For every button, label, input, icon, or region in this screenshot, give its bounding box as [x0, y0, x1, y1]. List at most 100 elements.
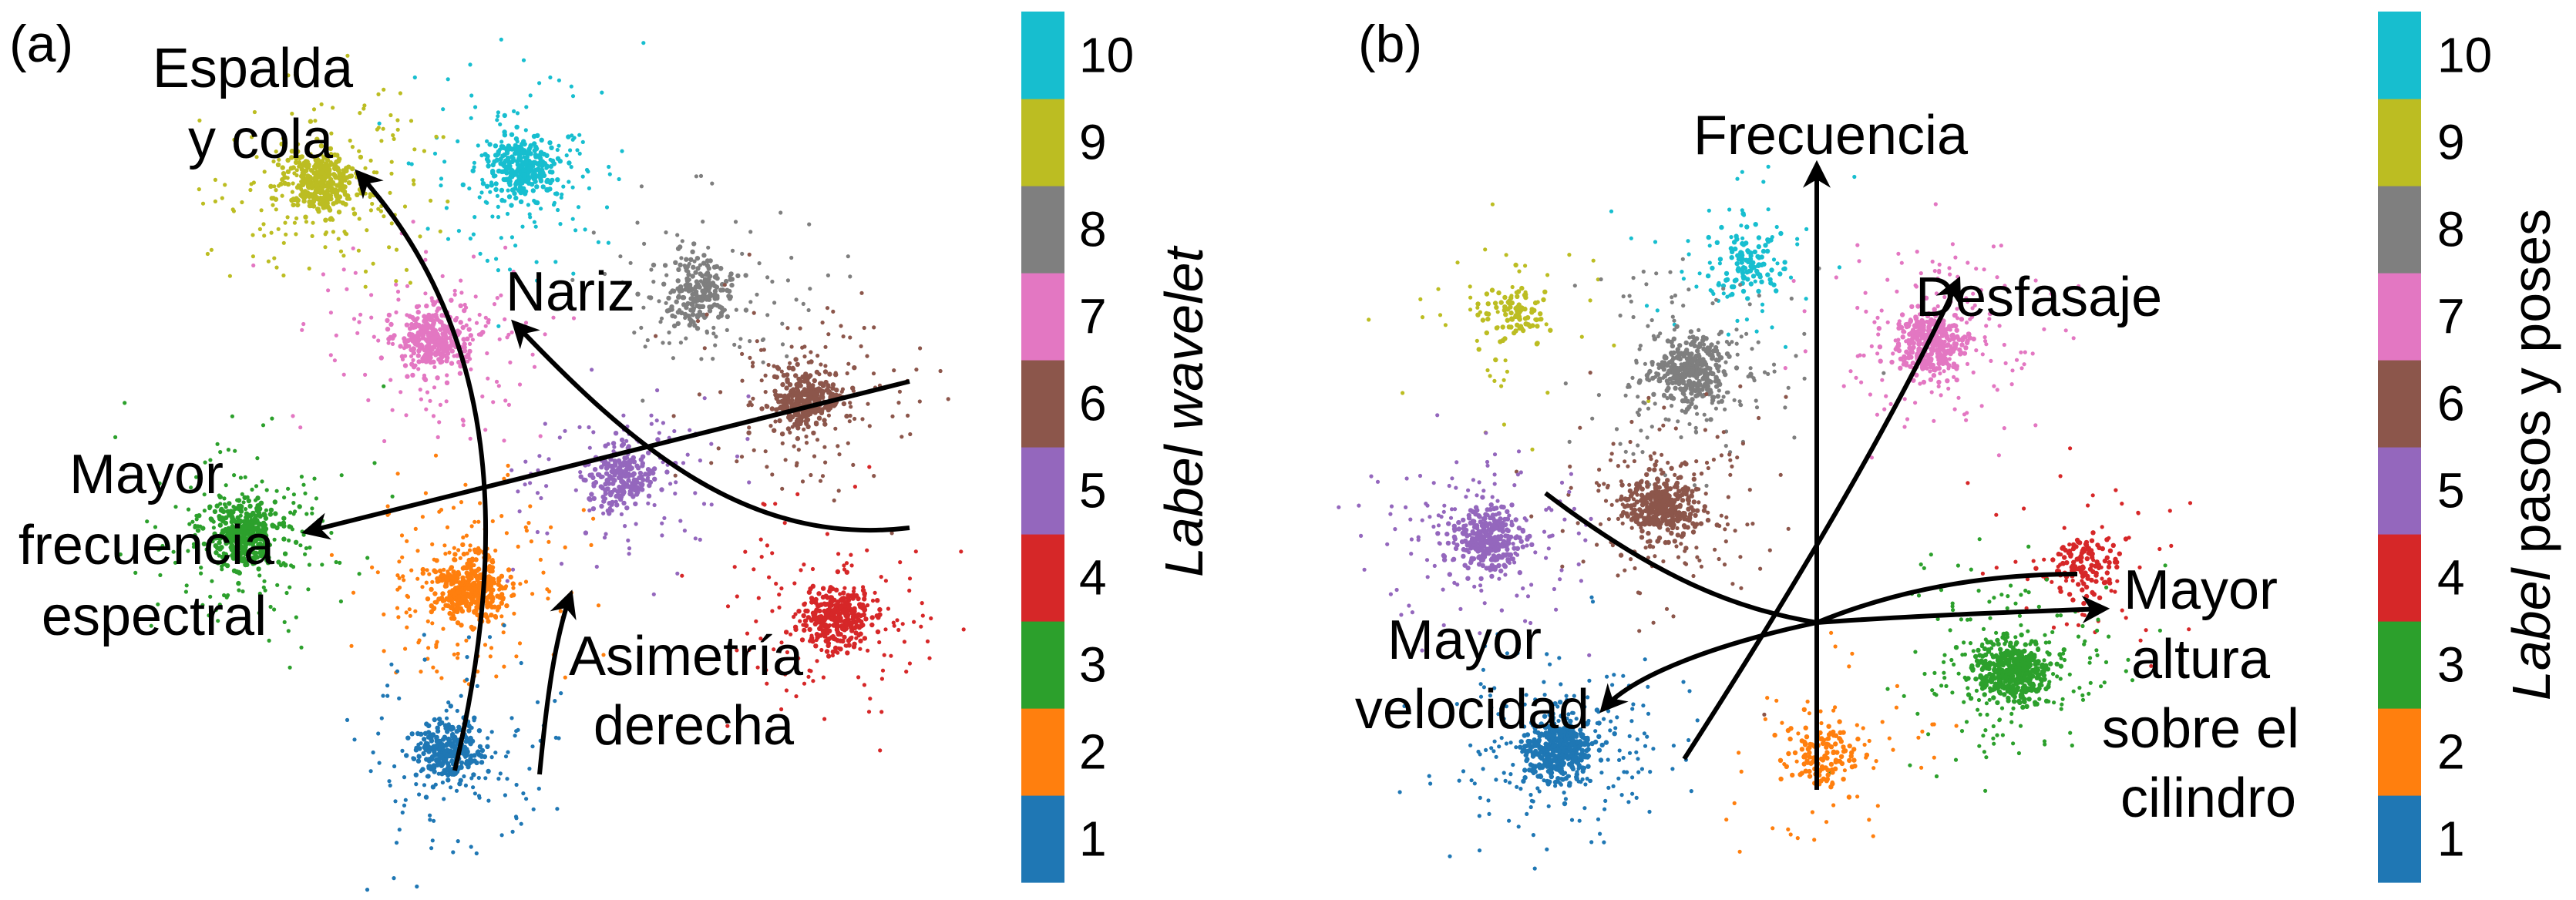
- scatter-point: [377, 761, 382, 765]
- scatter-point: [494, 257, 499, 261]
- scatter-point: [422, 333, 426, 338]
- scatter-point: [240, 200, 244, 205]
- scatter-point: [639, 325, 644, 330]
- scatter-point: [1544, 322, 1549, 327]
- scatter-point: [1721, 287, 1726, 291]
- scatter-point: [411, 358, 415, 362]
- scatter-point: [389, 221, 394, 226]
- scatter-point: [335, 200, 339, 205]
- scatter-point: [557, 143, 561, 148]
- scatter-point: [859, 344, 863, 348]
- scatter-point: [820, 321, 825, 325]
- scatter-point: [577, 425, 582, 430]
- scatter-point: [587, 425, 591, 430]
- scatter-point: [722, 307, 728, 312]
- scatter-point: [533, 153, 539, 158]
- scatter-point: [422, 149, 427, 153]
- scatter-point: [262, 233, 267, 238]
- scatter-point: [402, 339, 408, 344]
- scatter-point: [641, 305, 646, 310]
- scatter-point: [515, 139, 520, 144]
- scatter-point: [1723, 407, 1727, 411]
- scatter-point: [667, 330, 671, 335]
- scatter-point: [471, 599, 477, 604]
- scatter-point: [412, 324, 418, 330]
- scatter-point: [446, 700, 451, 705]
- scatter-point: [331, 201, 336, 207]
- scatter-point: [1683, 374, 1687, 379]
- scatter-point: [1739, 403, 1744, 408]
- scatter-point: [1658, 331, 1663, 336]
- scatter-point: [812, 454, 817, 458]
- scatter-point: [694, 291, 699, 297]
- scatter-point: [496, 215, 501, 220]
- scatter-point: [411, 220, 415, 224]
- scatter-point: [1741, 275, 1747, 281]
- scatter-point: [505, 777, 509, 781]
- scatter-point: [465, 574, 469, 579]
- scatter-point: [907, 661, 912, 666]
- scatter-point: [506, 147, 511, 152]
- scatter-point: [288, 510, 293, 515]
- scatter-point: [803, 608, 809, 614]
- scatter-point: [660, 521, 664, 526]
- scatter-point: [304, 167, 309, 172]
- scatter-point: [332, 358, 337, 363]
- scatter-point: [348, 138, 352, 143]
- scatter-point: [572, 136, 577, 140]
- scatter-point: [587, 508, 592, 513]
- scatter-point: [1541, 297, 1546, 303]
- scatter-point: [1500, 324, 1505, 330]
- scatter-point: [1488, 374, 1492, 378]
- scatter-point: [1680, 270, 1684, 274]
- scatter-point: [685, 452, 690, 457]
- scatter-point: [627, 546, 632, 551]
- scatter-point: [619, 512, 624, 517]
- scatter-point: [1705, 273, 1711, 279]
- scatter-point: [1542, 289, 1548, 294]
- scatter-point: [1468, 307, 1473, 312]
- scatter-point: [353, 270, 358, 275]
- scatter-point: [1766, 371, 1771, 376]
- scatter-point: [866, 401, 870, 406]
- scatter-point: [269, 230, 274, 235]
- scatter-point: [1523, 321, 1528, 327]
- scatter-point: [425, 730, 432, 735]
- scatter-point: [604, 477, 610, 483]
- scatter-point: [836, 646, 841, 651]
- scatter-point: [483, 428, 488, 432]
- scatter-point: [785, 378, 790, 384]
- scatter-point: [282, 620, 287, 625]
- scatter-point: [1680, 408, 1684, 413]
- scatter-point: [626, 538, 631, 543]
- scatter-point: [1567, 253, 1572, 257]
- scatter-point: [820, 474, 826, 479]
- scatter-point: [381, 126, 385, 131]
- scatter-point: [1795, 237, 1800, 241]
- scatter-point: [655, 437, 661, 442]
- scatter-point: [840, 387, 845, 391]
- scatter-point: [516, 727, 520, 732]
- scatter-point: [679, 256, 684, 260]
- scatter-point: [227, 274, 232, 278]
- scatter-point: [626, 473, 632, 479]
- scatter-point: [514, 816, 519, 821]
- scatter-point: [497, 147, 503, 152]
- scatter-point: [1629, 299, 1633, 304]
- scatter-point: [578, 470, 583, 475]
- scatter-point: [480, 394, 485, 399]
- scatter-point: [422, 657, 427, 662]
- scatter-point: [846, 601, 850, 606]
- scatter-point: [319, 175, 325, 180]
- scatter-point: [846, 361, 851, 366]
- scatter-point: [918, 346, 923, 351]
- scatter-point: [245, 495, 250, 499]
- scatter-point: [336, 210, 342, 215]
- scatter-point: [1523, 294, 1528, 301]
- scatter-point: [687, 277, 691, 282]
- scatter-point: [456, 229, 462, 233]
- scatter-point: [392, 876, 396, 881]
- scatter-point: [351, 590, 356, 595]
- scatter-point: [765, 543, 770, 548]
